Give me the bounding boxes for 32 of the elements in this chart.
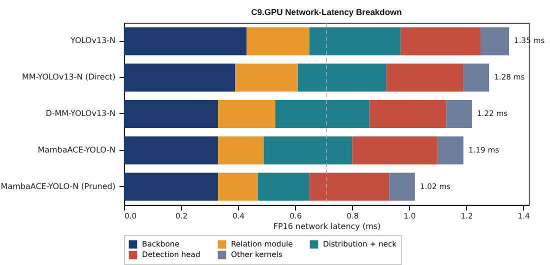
y-tick-label: MM-YOLOv13-N (Direct) <box>22 72 116 82</box>
bar <box>480 27 510 56</box>
y-tick-label: YOLOv13-N <box>70 36 116 46</box>
bar <box>218 136 264 164</box>
bar <box>124 172 218 201</box>
bar <box>124 100 218 128</box>
bar <box>446 100 472 128</box>
chart-title: C9.GPU Network-Latency Breakdown <box>251 7 402 18</box>
bar <box>309 172 390 201</box>
y-tick-label: MambaACE-YOLO-N (Pruned) <box>0 182 116 191</box>
bar <box>369 100 446 128</box>
bar <box>124 64 236 92</box>
bar <box>235 64 298 92</box>
y-tick-label: MambaACE-YOLO-N <box>38 145 116 154</box>
bar <box>124 136 218 164</box>
x-axis-title: FP16 network latency (ms) <box>273 222 381 232</box>
bar <box>463 64 490 92</box>
bar <box>264 136 352 164</box>
bar <box>124 27 247 56</box>
y-tick-label: D-MM-YOLOv13-N <box>46 109 116 118</box>
bar <box>400 27 481 56</box>
bar <box>298 64 386 92</box>
bar <box>218 172 258 201</box>
bar <box>352 136 438 164</box>
bar <box>218 100 276 128</box>
bar <box>275 100 370 128</box>
bar <box>309 27 401 56</box>
bar <box>246 27 310 56</box>
bar <box>438 136 464 164</box>
bar <box>258 172 310 201</box>
bar <box>386 64 464 92</box>
bar <box>389 172 415 201</box>
